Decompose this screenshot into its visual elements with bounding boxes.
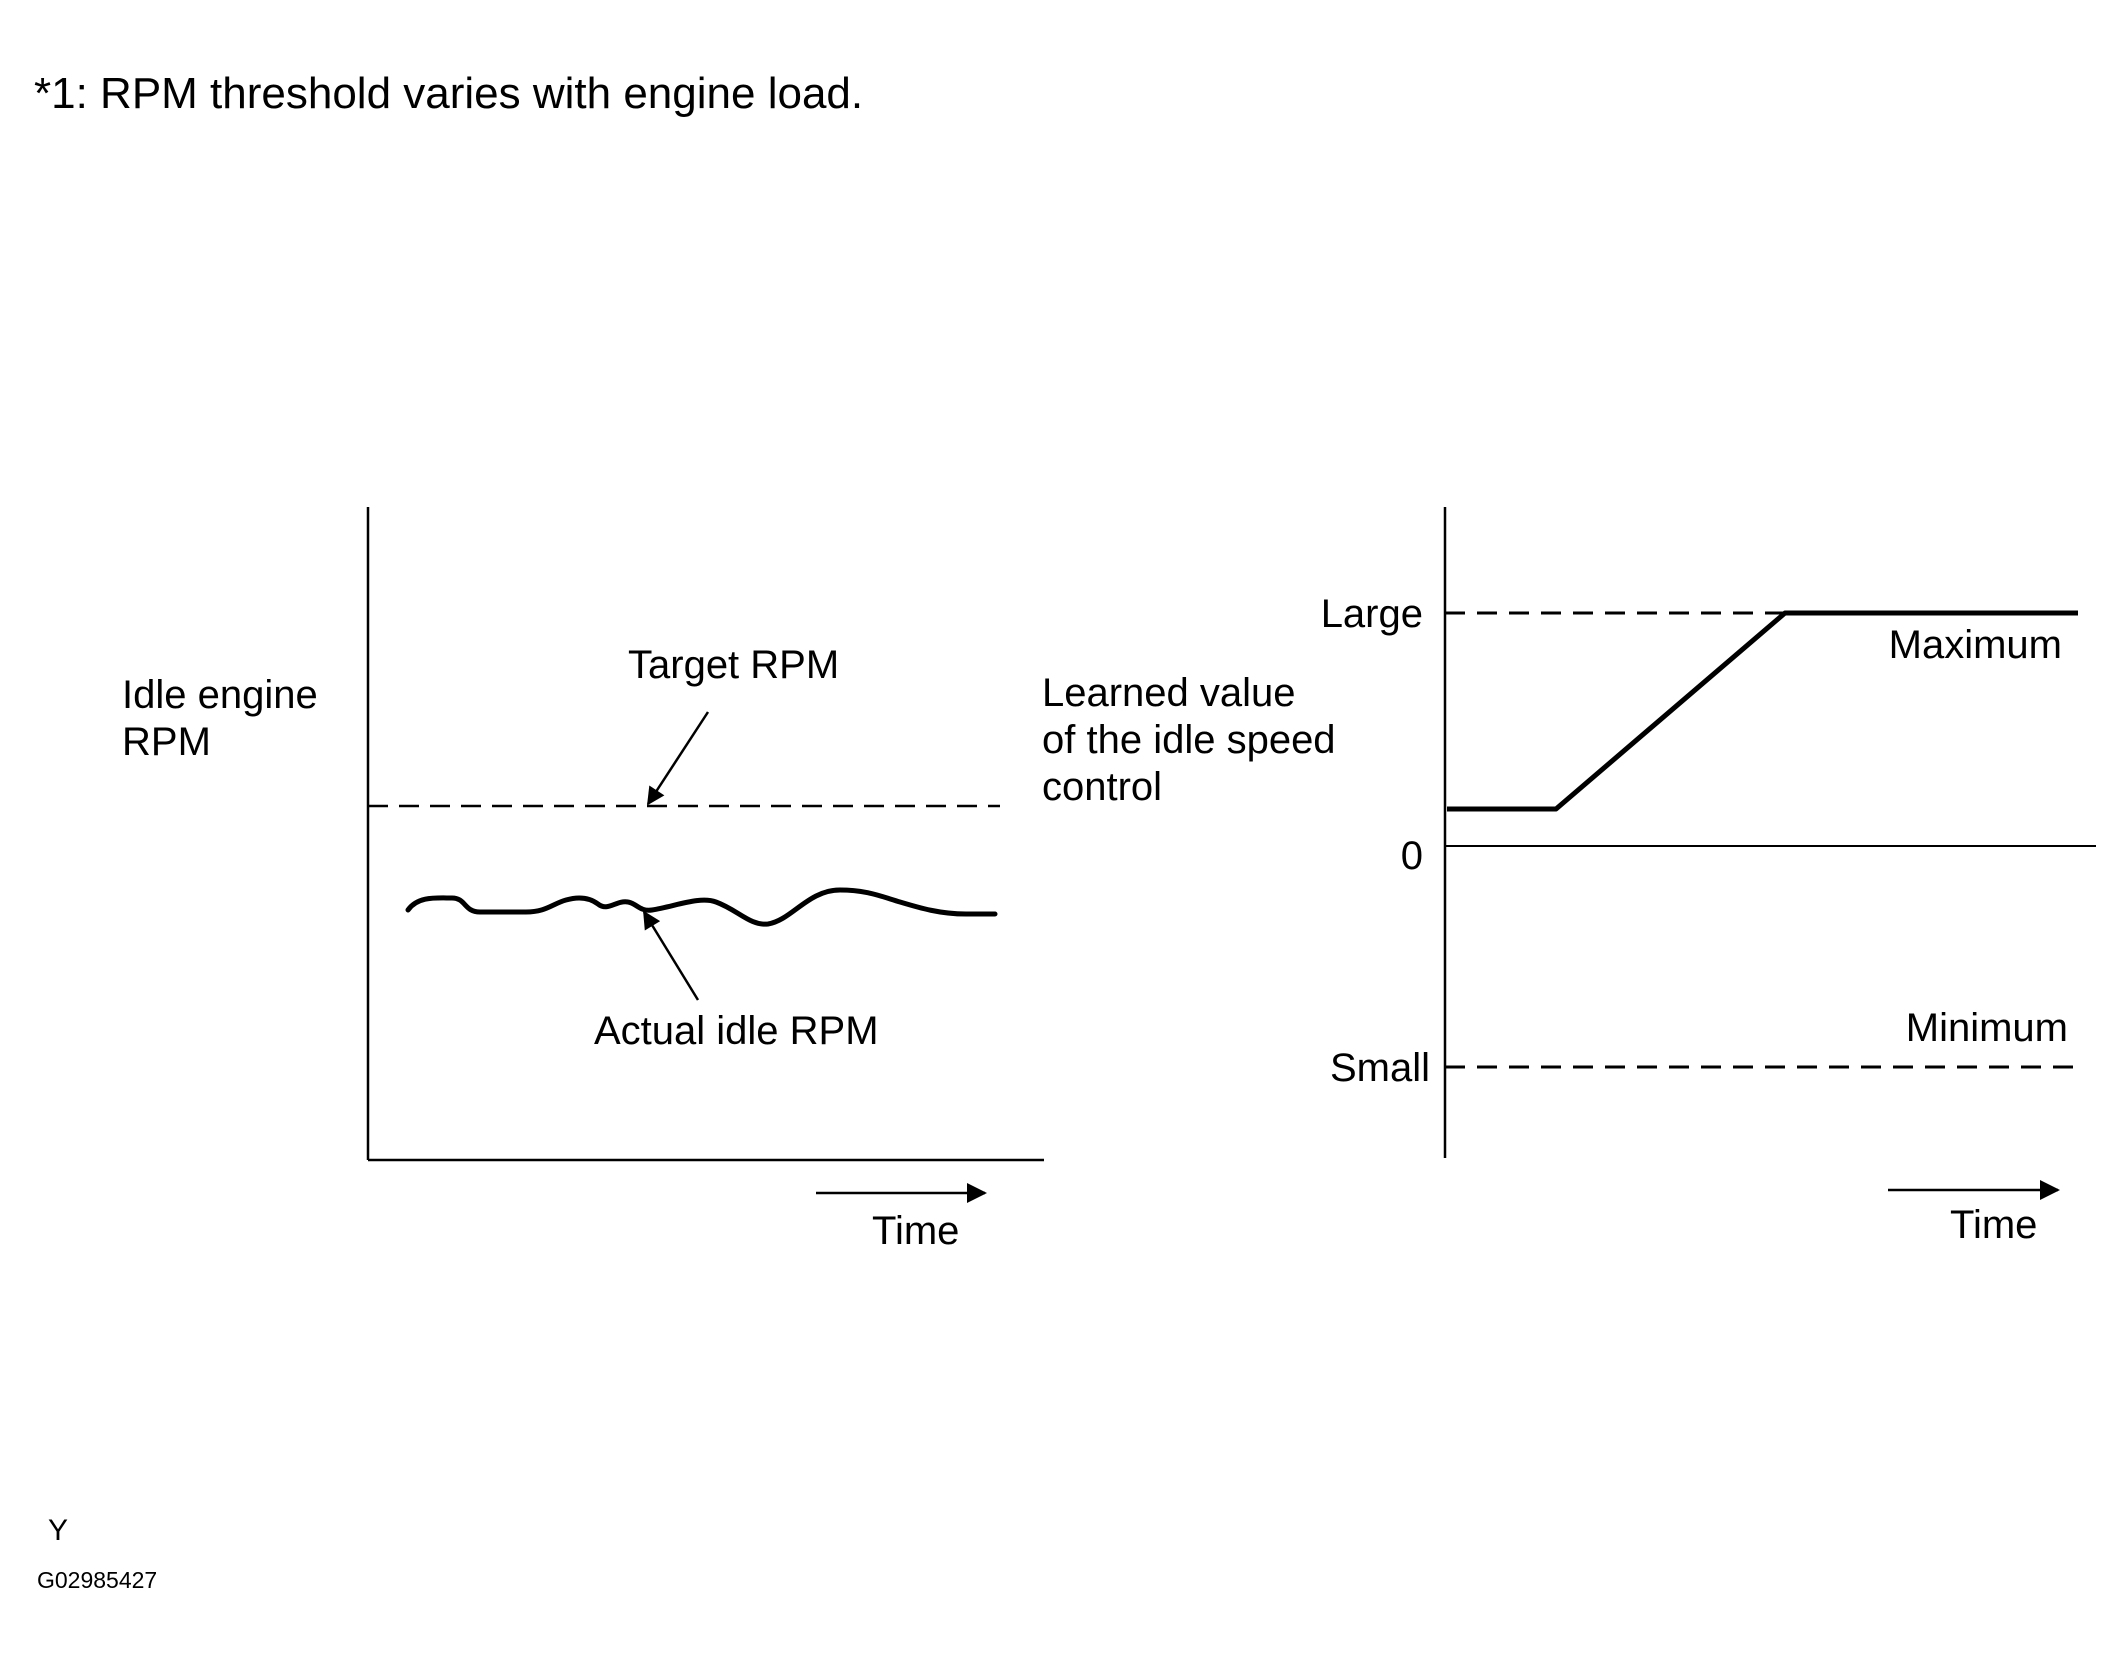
target-rpm-pointer xyxy=(646,711,710,806)
right-y-label-line1: Learned value xyxy=(1042,671,1296,715)
small-label: Small xyxy=(1330,1046,1430,1090)
minimum-label: Minimum xyxy=(1906,1006,2068,1050)
right-y-label-line3: control xyxy=(1042,765,1162,809)
figure-code: G02985427 xyxy=(37,1567,157,1593)
maximum-label: Maximum xyxy=(1889,623,2062,667)
left-chart: Idle engine RPM Target RPM Actual idle R… xyxy=(122,507,1044,1253)
note-text: *1: RPM threshold varies with engine loa… xyxy=(34,69,863,118)
right-chart: Learned value of the idle speed control … xyxy=(1042,507,2096,1247)
actual-idle-rpm-label: Actual idle RPM xyxy=(594,1009,879,1053)
right-time-label: Time xyxy=(1950,1203,2037,1247)
learned-value-curve xyxy=(1447,610,2078,812)
left-y-label-line1: Idle engine xyxy=(122,673,318,717)
left-y-label-line2: RPM xyxy=(122,720,211,764)
target-rpm-label: Target RPM xyxy=(628,643,839,687)
actual-idle-rpm-pointer xyxy=(642,910,700,1001)
footer-mark: Y xyxy=(48,1514,68,1547)
right-y-label-line2: of the idle speed xyxy=(1042,718,1336,762)
zero-label: 0 xyxy=(1401,834,1423,878)
left-time-label: Time xyxy=(872,1209,959,1253)
large-label: Large xyxy=(1321,592,1423,636)
actual-idle-rpm-curve xyxy=(405,887,998,927)
